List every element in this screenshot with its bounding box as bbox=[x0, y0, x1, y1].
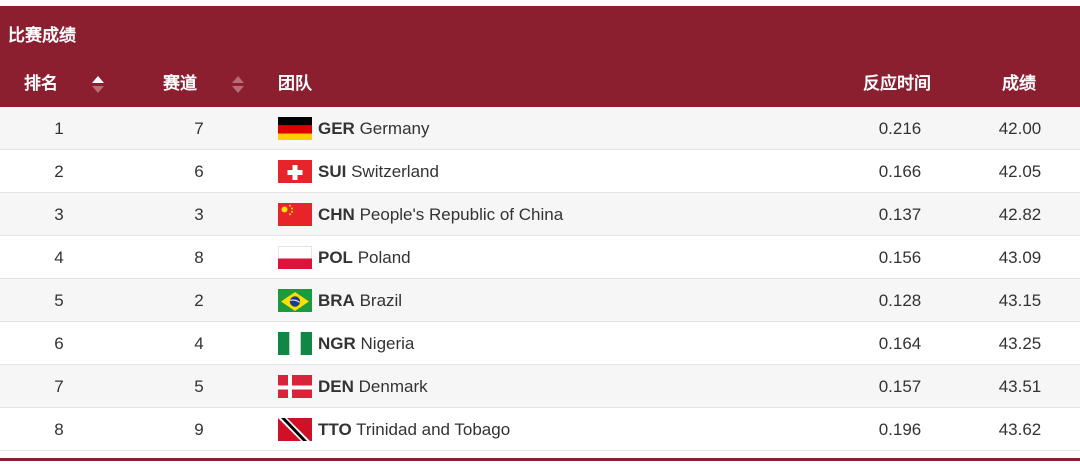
table-row: 2 6 SUI Switzerland 0.166 42.05 bbox=[0, 150, 1080, 193]
reaction-cell: 0.216 bbox=[878, 119, 922, 138]
lane-cell: 2 bbox=[194, 291, 204, 310]
team-cell: DEN Denmark bbox=[278, 365, 798, 408]
table-row: 5 2 BRA Brazil 0.128 43.15 bbox=[0, 279, 1080, 322]
trinidad-and-tobago-flag bbox=[278, 416, 312, 442]
header-rank[interactable]: 排名 bbox=[24, 74, 58, 93]
poland-flag bbox=[278, 244, 312, 270]
lane-cell: 4 bbox=[194, 334, 204, 353]
country-name: Germany bbox=[359, 119, 430, 138]
reaction-cell: 0.156 bbox=[878, 248, 922, 267]
rank-cell: 3 bbox=[54, 205, 64, 224]
team-cell: TTO Trinidad and Tobago bbox=[278, 408, 798, 451]
reaction-cell: 0.157 bbox=[878, 377, 922, 396]
country-name: Nigeria bbox=[360, 334, 415, 353]
lane-cell: 6 bbox=[194, 162, 204, 181]
lane-cell: 7 bbox=[194, 119, 204, 138]
team-cell: NGR Nigeria bbox=[278, 322, 798, 365]
rank-cell: 1 bbox=[54, 119, 64, 138]
team-cell: BRA Brazil bbox=[278, 279, 798, 322]
team-cell: CHN People's Republic of China bbox=[278, 193, 798, 236]
result-cell: 43.15 bbox=[998, 291, 1042, 310]
sort-rank-icon[interactable] bbox=[92, 76, 104, 94]
country-code: GER bbox=[318, 119, 355, 138]
country-name: Denmark bbox=[358, 377, 428, 396]
country-code: POL bbox=[318, 248, 353, 267]
team-cell: POL Poland bbox=[278, 236, 798, 279]
header-lane[interactable]: 赛道 bbox=[163, 74, 197, 93]
rank-cell: 6 bbox=[54, 334, 64, 353]
reaction-cell: 0.196 bbox=[878, 420, 922, 439]
header-reaction: 反应时间 bbox=[863, 74, 931, 93]
reaction-cell: 0.164 bbox=[878, 334, 922, 353]
rank-cell: 8 bbox=[54, 420, 64, 439]
reaction-cell: 0.128 bbox=[878, 291, 922, 310]
result-cell: 43.25 bbox=[998, 334, 1042, 353]
table-body: 1 7 GER Germany 0.216 42.00 2 6 SUI Swit… bbox=[0, 107, 1080, 451]
results-panel: 比赛成绩 排名 赛道 团队 反应时间 成绩 1 7 GER Germany 0.… bbox=[0, 6, 1080, 458]
country-name: People's Republic of China bbox=[359, 205, 564, 224]
result-cell: 42.05 bbox=[998, 162, 1042, 181]
table-row: 4 8 POL Poland 0.156 43.09 bbox=[0, 236, 1080, 279]
country-code: SUI bbox=[318, 162, 347, 181]
lane-cell: 9 bbox=[194, 420, 204, 439]
table-row: 3 3 CHN People's Republic of China 0.137… bbox=[0, 193, 1080, 236]
lane-cell: 8 bbox=[194, 248, 204, 267]
result-cell: 42.82 bbox=[998, 205, 1042, 224]
country-code: NGR bbox=[318, 334, 356, 353]
table-header: 排名 赛道 团队 反应时间 成绩 bbox=[0, 64, 1080, 107]
germany-flag bbox=[278, 115, 312, 141]
header-result: 成绩 bbox=[1002, 74, 1036, 93]
country-name: Poland bbox=[357, 248, 411, 267]
rank-cell: 4 bbox=[54, 248, 64, 267]
sort-lane-icon[interactable] bbox=[232, 76, 244, 94]
header-team: 团队 bbox=[278, 74, 312, 93]
country-code: CHN bbox=[318, 205, 355, 224]
country-code: TTO bbox=[318, 420, 352, 439]
rank-cell: 5 bbox=[54, 291, 64, 310]
rank-cell: 7 bbox=[54, 377, 64, 396]
country-code: DEN bbox=[318, 377, 354, 396]
result-cell: 43.62 bbox=[998, 420, 1042, 439]
lane-cell: 3 bbox=[194, 205, 204, 224]
reaction-cell: 0.166 bbox=[878, 162, 922, 181]
country-code: BRA bbox=[318, 291, 355, 310]
lane-cell: 5 bbox=[194, 377, 204, 396]
top-spacer bbox=[0, 0, 1080, 6]
country-name: Brazil bbox=[359, 291, 403, 310]
denmark-flag bbox=[278, 373, 312, 399]
nigeria-flag bbox=[278, 330, 312, 356]
result-cell: 43.09 bbox=[998, 248, 1042, 267]
result-cell: 43.51 bbox=[998, 377, 1042, 396]
table-row: 6 4 NGR Nigeria 0.164 43.25 bbox=[0, 322, 1080, 365]
section-title: 比赛成绩 bbox=[0, 6, 1080, 64]
china-flag bbox=[278, 201, 312, 227]
team-cell: SUI Switzerland bbox=[278, 150, 798, 193]
table-row: 7 5 DEN Denmark 0.157 43.51 bbox=[0, 365, 1080, 408]
switzerland-flag bbox=[278, 158, 312, 184]
table-row: 8 9 TTO Trinidad and Tobago 0.196 43.62 bbox=[0, 408, 1080, 451]
bottom-border bbox=[0, 458, 1080, 461]
country-name: Trinidad and Tobago bbox=[356, 420, 511, 439]
team-cell: GER Germany bbox=[278, 107, 798, 150]
reaction-cell: 0.137 bbox=[878, 205, 922, 224]
rank-cell: 2 bbox=[54, 162, 64, 181]
table-row: 1 7 GER Germany 0.216 42.00 bbox=[0, 107, 1080, 150]
result-cell: 42.00 bbox=[998, 119, 1042, 138]
brazil-flag bbox=[278, 287, 312, 313]
country-name: Switzerland bbox=[351, 162, 439, 181]
